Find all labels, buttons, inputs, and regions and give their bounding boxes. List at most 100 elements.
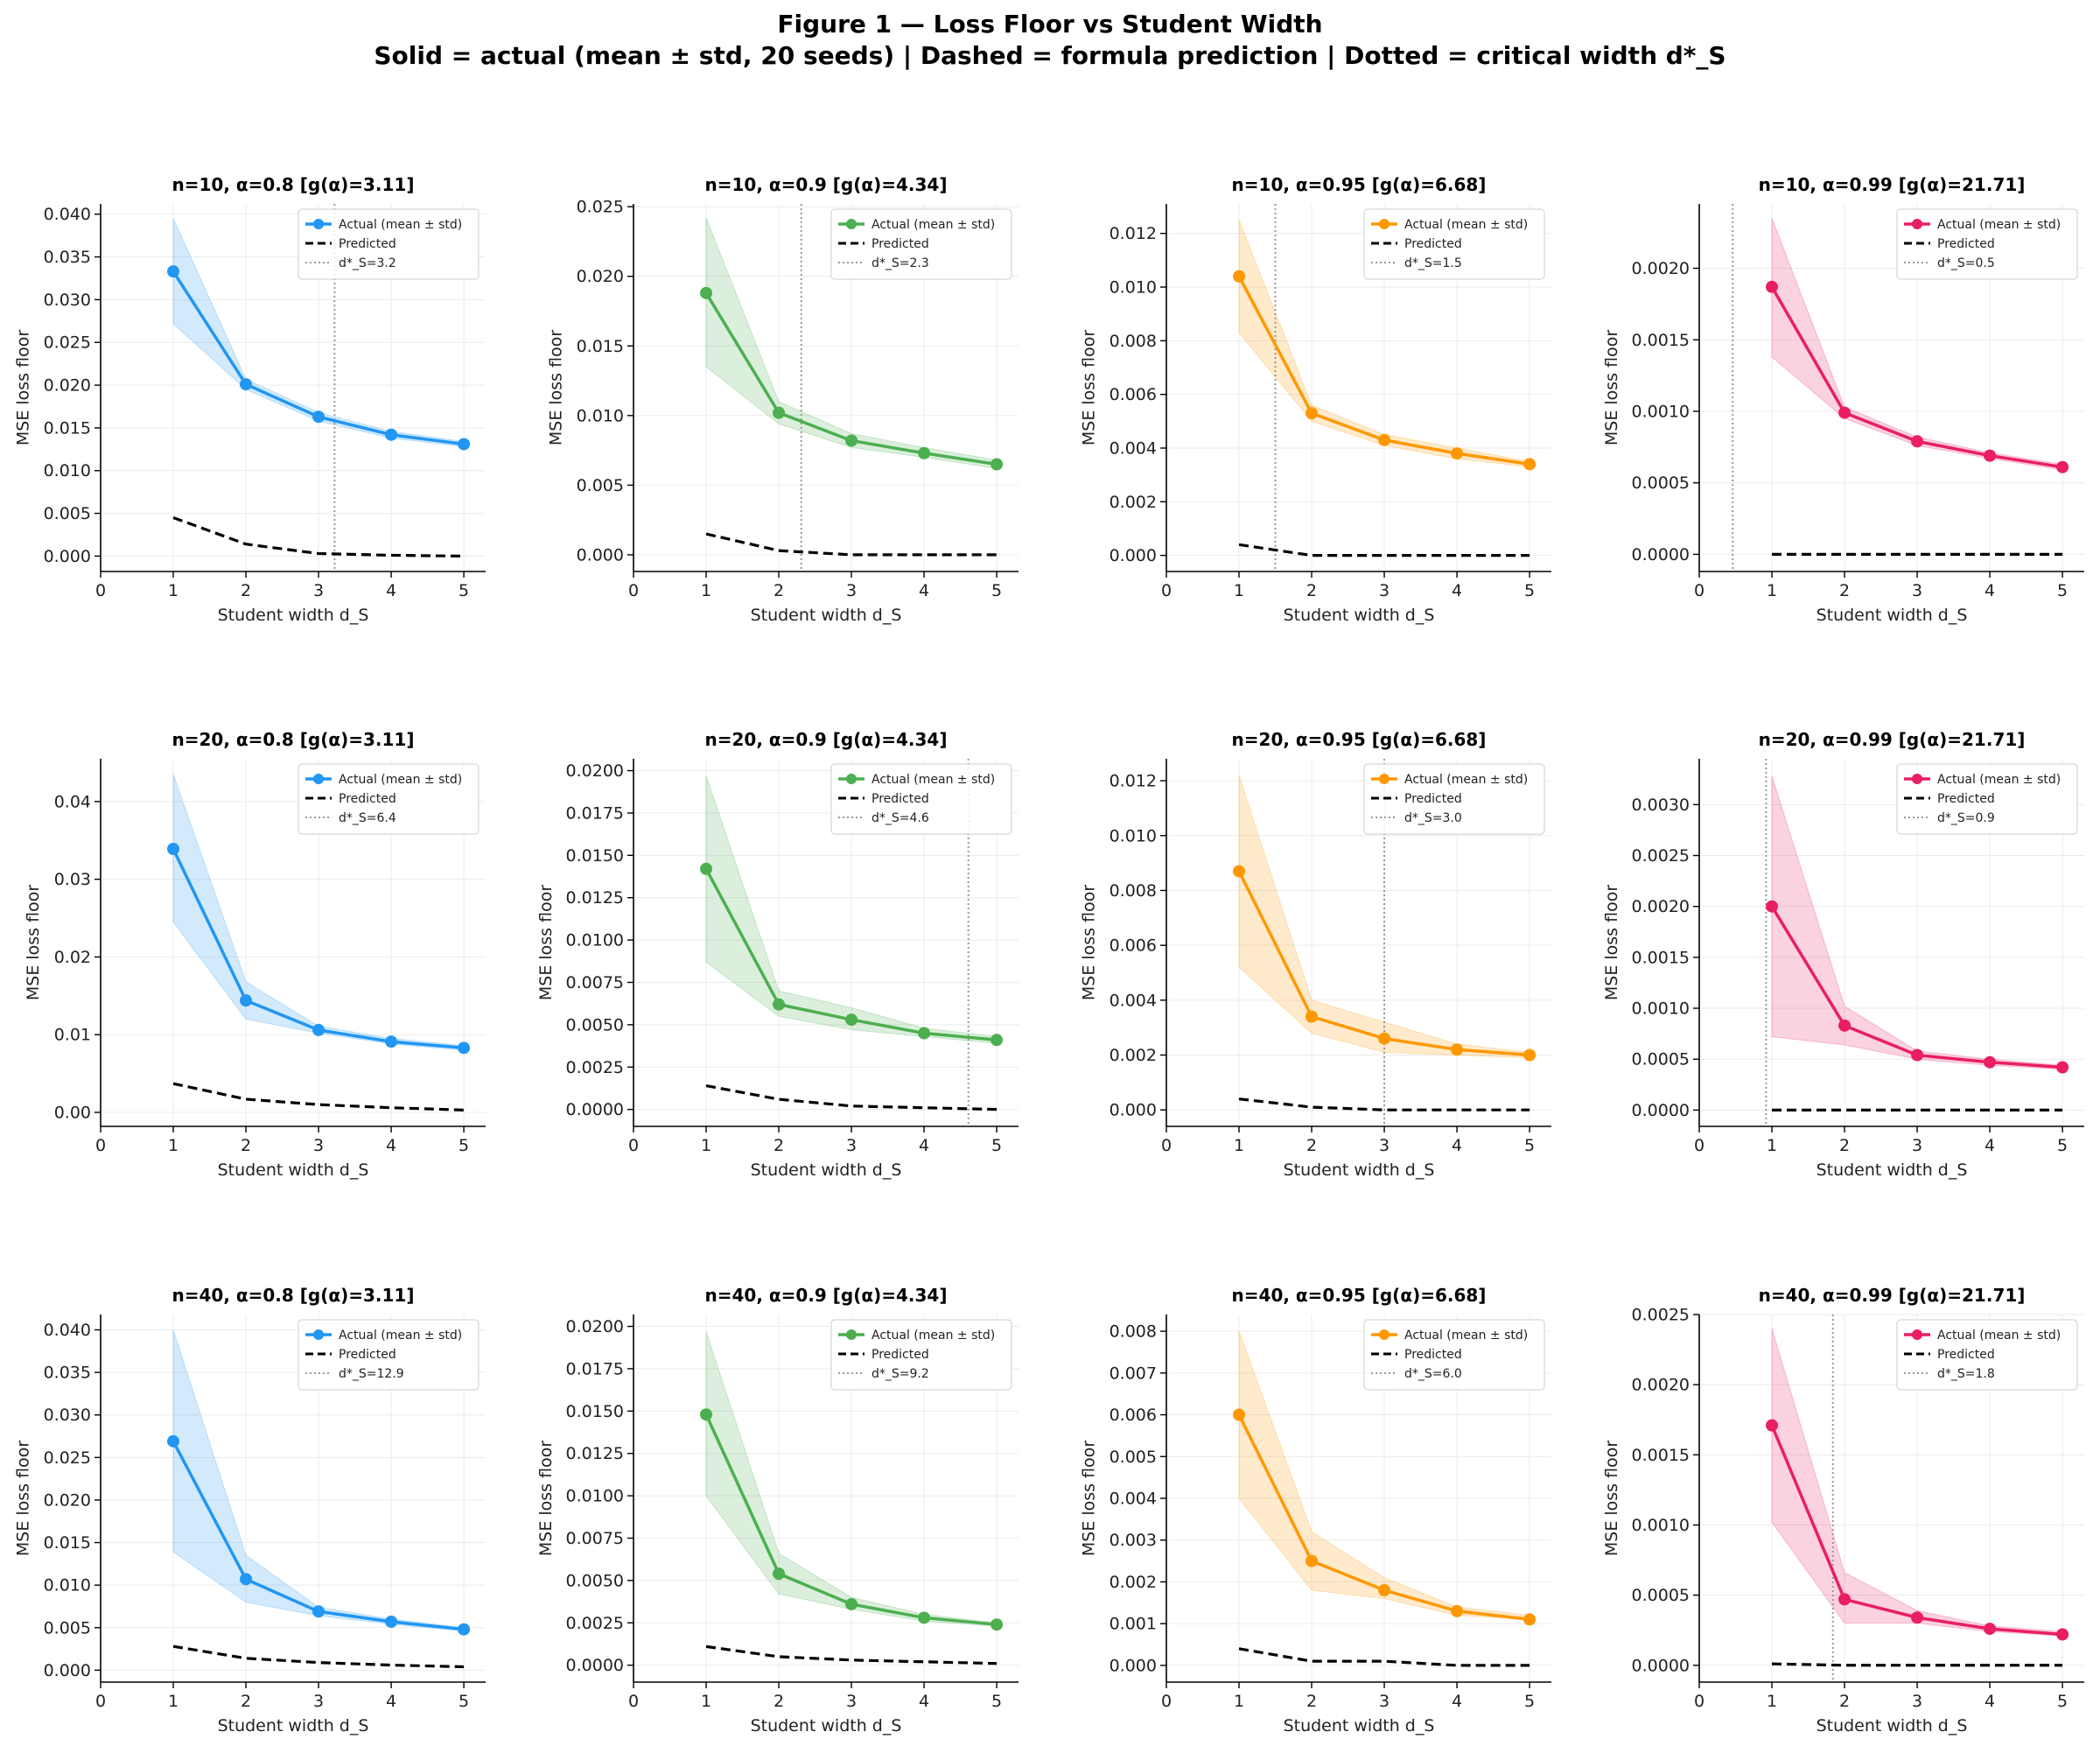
legend-frame bbox=[1896, 1319, 2078, 1391]
y-tick-label: 0.0200 bbox=[566, 1317, 624, 1336]
x-tick-label: 3 bbox=[846, 581, 857, 600]
legend-frame bbox=[830, 1319, 1012, 1391]
actual-point bbox=[385, 1615, 398, 1628]
x-tick-label: 4 bbox=[1984, 1136, 1995, 1155]
actual-point bbox=[845, 434, 858, 447]
x-tick-label: 2 bbox=[1306, 1692, 1317, 1711]
y-axis-label: MSE loss floor bbox=[1602, 330, 1621, 445]
x-tick-label: 4 bbox=[1984, 581, 1995, 600]
y-tick-label: 0.030 bbox=[44, 1406, 91, 1425]
x-tick-label: 0 bbox=[628, 1136, 639, 1155]
legend-critical-label: d*_S=3.2 bbox=[339, 256, 396, 270]
figure-title: Figure 1 — Loss Floor vs Student Width bbox=[777, 10, 1323, 39]
y-tick-label: 0.02 bbox=[54, 948, 91, 967]
y-tick-label: 0.006 bbox=[1110, 936, 1157, 956]
x-tick-label: 5 bbox=[1524, 1136, 1535, 1155]
legend: Actual (mean ± std) Predicted d*_S=2.3 bbox=[830, 208, 1012, 280]
subplot-title: n=10, α=0.99 [g(α)=21.71] bbox=[1759, 174, 2026, 195]
y-axis-label: MSE loss floor bbox=[1602, 1441, 1621, 1556]
y-tick-label: 0.005 bbox=[1110, 1448, 1157, 1467]
x-axis-label: Student width d_S bbox=[1816, 1716, 1968, 1735]
actual-point bbox=[1911, 1048, 1924, 1062]
legend-critical-label: d*_S=6.0 bbox=[1404, 1367, 1462, 1381]
legend: Actual (mean ± std) Predicted d*_S=9.2 bbox=[830, 1319, 1012, 1391]
actual-point bbox=[1838, 1019, 1852, 1032]
y-tick-label: 0.002 bbox=[1110, 1573, 1157, 1592]
x-tick-label: 2 bbox=[774, 581, 784, 600]
legend: Actual (mean ± std) Predicted d*_S=4.6 bbox=[830, 763, 1012, 835]
actual-point bbox=[1378, 1584, 1391, 1596]
y-tick-label: 0.008 bbox=[1110, 881, 1157, 901]
y-tick-label: 0.0150 bbox=[566, 1402, 624, 1421]
actual-point bbox=[385, 428, 398, 441]
legend-actual-marker bbox=[1379, 1329, 1390, 1340]
predicted-line bbox=[1238, 1647, 1530, 1667]
y-tick-label: 0.0050 bbox=[566, 1571, 624, 1590]
x-tick-label: 3 bbox=[1912, 1136, 1922, 1155]
legend-frame bbox=[830, 208, 1012, 280]
actual-point bbox=[1451, 447, 1464, 460]
legend-critical-label: d*_S=0.9 bbox=[1937, 811, 1995, 825]
y-tick-label: 0.008 bbox=[1110, 1322, 1157, 1342]
legend-actual-marker bbox=[313, 774, 324, 784]
x-tick-label: 2 bbox=[774, 1136, 784, 1155]
legend-frame bbox=[1363, 1319, 1545, 1391]
actual-point bbox=[458, 1623, 471, 1636]
x-tick-label: 1 bbox=[1767, 1692, 1777, 1711]
actual-point bbox=[458, 438, 471, 451]
actual-point bbox=[2056, 1061, 2069, 1074]
legend: Actual (mean ± std) Predicted d*_S=0.9 bbox=[1896, 763, 2078, 835]
x-tick-label: 2 bbox=[1306, 581, 1317, 600]
y-tick-label: 0.0020 bbox=[1632, 259, 1690, 278]
x-tick-label: 1 bbox=[701, 1692, 711, 1711]
x-tick-label: 5 bbox=[991, 1692, 1002, 1711]
x-tick-label: 4 bbox=[386, 581, 396, 600]
predicted-line bbox=[705, 1083, 998, 1111]
y-tick-label: 0.0000 bbox=[566, 1656, 624, 1675]
x-axis-label: Student width d_S bbox=[751, 1160, 902, 1180]
actual-point bbox=[1306, 1554, 1319, 1567]
y-axis-label: MSE loss floor bbox=[1080, 330, 1099, 445]
y-tick-label: 0.0015 bbox=[1632, 1446, 1690, 1465]
predicted-line bbox=[172, 1082, 465, 1111]
legend-predicted-label: Predicted bbox=[872, 1348, 929, 1362]
y-tick-label: 0.015 bbox=[44, 1533, 91, 1553]
x-axis-label: Student width d_S bbox=[1284, 1160, 1435, 1180]
x-tick-label: 0 bbox=[95, 1692, 106, 1711]
legend-frame bbox=[298, 763, 480, 835]
legend-predicted-label: Predicted bbox=[1937, 237, 1995, 251]
x-tick-label: 2 bbox=[774, 1692, 784, 1711]
y-tick-label: 0.005 bbox=[44, 504, 91, 523]
y-tick-label: 0.002 bbox=[1110, 1046, 1157, 1065]
actual-point bbox=[1233, 865, 1246, 878]
legend-actual-marker bbox=[313, 1329, 324, 1340]
x-tick-label: 3 bbox=[313, 581, 324, 600]
y-tick-label: 0.0005 bbox=[1632, 1586, 1690, 1605]
x-tick-label: 5 bbox=[458, 581, 469, 600]
y-tick-label: 0.0200 bbox=[566, 761, 624, 781]
legend: Actual (mean ± std) Predicted d*_S=0.5 bbox=[1896, 208, 2078, 280]
actual-point bbox=[1766, 1419, 1779, 1432]
y-tick-label: 0.000 bbox=[1110, 1656, 1157, 1675]
legend-predicted-label: Predicted bbox=[339, 792, 396, 806]
y-tick-label: 0.0000 bbox=[1632, 545, 1690, 564]
y-tick-label: 0.004 bbox=[1110, 991, 1157, 1010]
legend-actual-label: Actual (mean ± std) bbox=[872, 1329, 995, 1343]
x-tick-label: 5 bbox=[2057, 1692, 2068, 1711]
actual-point bbox=[1523, 458, 1536, 471]
y-tick-label: 0.0150 bbox=[566, 846, 624, 866]
y-tick-label: 0.020 bbox=[44, 1490, 91, 1510]
y-tick-label: 0.020 bbox=[577, 267, 624, 286]
x-tick-label: 2 bbox=[1839, 581, 1850, 600]
actual-point bbox=[458, 1041, 471, 1055]
legend-actual-marker bbox=[1379, 219, 1390, 229]
x-axis-label: Student width d_S bbox=[1284, 1716, 1435, 1735]
subplot-3: 0 1 2 3 4 5 0.000 0.002 0.004 0.006 0.008 0.010 0.01… bbox=[1080, 174, 1551, 625]
actual-point bbox=[1451, 1604, 1464, 1617]
y-tick-label: 0.000 bbox=[1110, 546, 1157, 565]
actual-point bbox=[167, 843, 180, 856]
y-tick-label: 0.006 bbox=[1110, 1406, 1157, 1425]
x-tick-label: 0 bbox=[1694, 1692, 1704, 1711]
y-tick-label: 0.012 bbox=[1110, 772, 1157, 791]
